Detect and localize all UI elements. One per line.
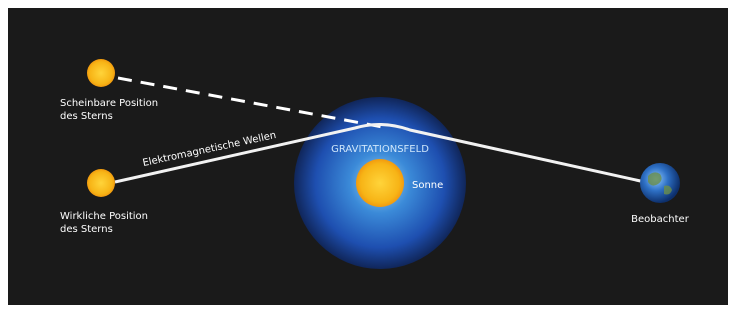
sun [356,159,404,207]
gravity-field-label: GRAVITATIONSFELD [331,144,429,155]
label-line: des Sterns [60,111,113,122]
real-star [87,169,115,197]
observer-label: Beobachter [631,214,690,225]
label-line: des Sterns [60,224,113,235]
sun-label: Sonne [412,180,443,191]
page: Scheinbare Position des Sterns Wirkliche… [0,0,737,315]
label-line: Scheinbare Position [60,98,158,109]
apparent-star [87,59,115,87]
observer-earth [640,163,680,203]
diagram: Scheinbare Position des Sterns Wirkliche… [0,0,737,315]
label-line: Wirkliche Position [60,211,148,222]
